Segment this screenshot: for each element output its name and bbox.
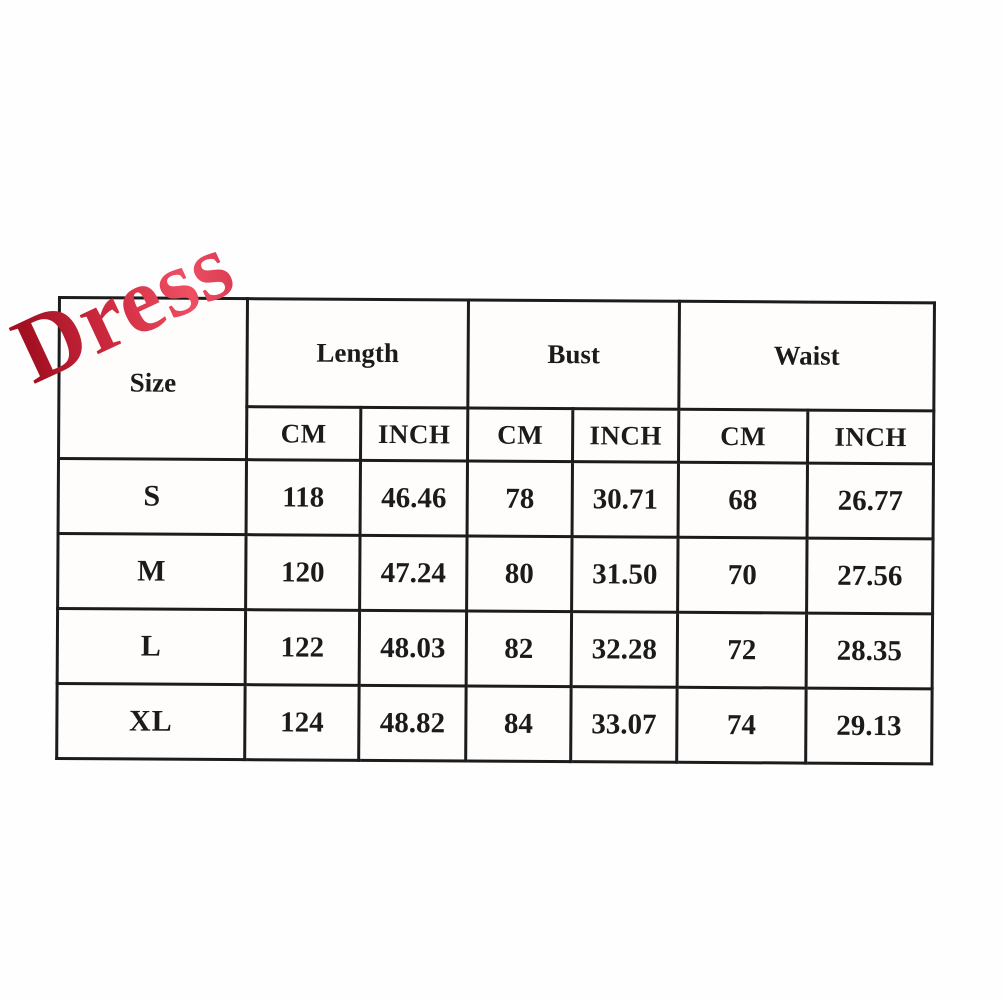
size-chart-table: Size Length Bust Waist CM INCH CM INCH C…	[55, 296, 936, 765]
size-corner-label: Size	[129, 366, 177, 398]
data-cell: 48.03	[359, 610, 467, 687]
table-row-s: S 118 46.46 78 30.71 68 26.77	[58, 458, 934, 539]
data-cell: 48.82	[358, 685, 467, 761]
unit-header-bust-cm: CM	[467, 408, 573, 462]
data-cell: 26.77	[807, 463, 934, 539]
data-cell: 68	[678, 462, 808, 539]
unit-header-waist-inch: INCH	[807, 410, 934, 464]
data-cell: 32.28	[571, 611, 678, 688]
data-cell: 29.13	[805, 688, 933, 764]
data-cell: 27.56	[806, 538, 934, 614]
data-cell: 82	[466, 611, 572, 687]
data-cell: 80	[466, 536, 573, 612]
data-cell: 72	[677, 612, 807, 689]
data-cell: 120	[245, 534, 361, 611]
size-label-cell: S	[58, 458, 247, 535]
table-row-m: M 120 47.24 80 31.50 70 27.56	[57, 533, 934, 614]
data-cell: 33.07	[570, 686, 678, 763]
table-row-xl: XL 124 48.82 84 33.07 74 29.13	[56, 683, 933, 764]
unit-header-bust-inch: INCH	[572, 408, 679, 463]
table-row-l: L 122 48.03 82 32.28 72 28.35	[57, 608, 933, 689]
data-cell: 28.35	[806, 613, 933, 689]
data-cell: 46.46	[360, 460, 468, 537]
size-label-cell: L	[57, 608, 246, 685]
size-label-cell: M	[57, 533, 247, 610]
unit-header-length-inch: INCH	[360, 407, 468, 462]
data-cell: 70	[677, 537, 808, 614]
group-header-waist: Waist	[678, 301, 935, 411]
data-cell: 30.71	[572, 461, 679, 538]
data-cell: 118	[246, 459, 361, 536]
data-cell: 84	[465, 686, 572, 762]
data-cell: 74	[676, 687, 807, 764]
size-label-cell: XL	[56, 683, 246, 760]
unit-header-waist-cm: CM	[678, 409, 808, 464]
data-cell: 122	[245, 609, 360, 686]
data-cell: 47.24	[359, 535, 468, 612]
unit-header-length-cm: CM	[246, 406, 361, 461]
group-header-bust: Bust	[467, 300, 680, 410]
data-cell: 31.50	[571, 536, 679, 613]
group-header-length: Length	[246, 298, 469, 409]
data-cell: 78	[467, 461, 573, 537]
data-cell: 124	[244, 684, 360, 761]
